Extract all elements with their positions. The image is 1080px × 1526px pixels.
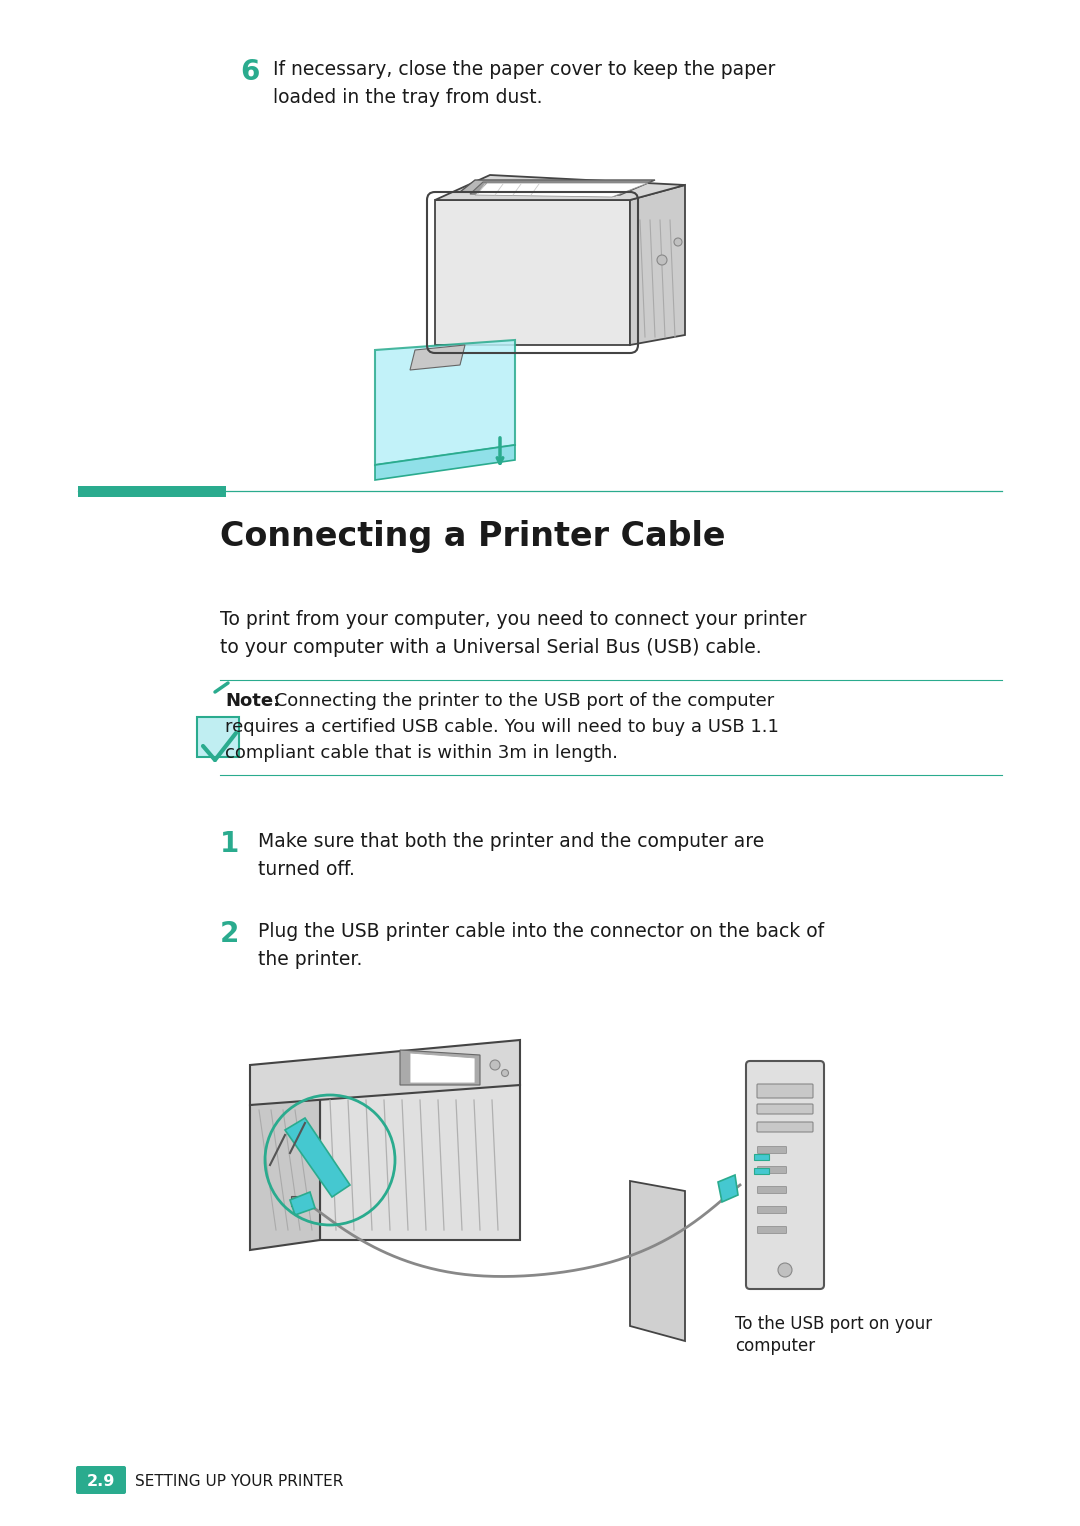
FancyBboxPatch shape [757, 1146, 786, 1154]
Polygon shape [630, 185, 685, 345]
Polygon shape [285, 1119, 350, 1196]
Text: to your computer with a Universal Serial Bus (USB) cable.: to your computer with a Universal Serial… [220, 638, 761, 658]
Text: requires a certified USB cable. You will need to buy a USB 1.1: requires a certified USB cable. You will… [225, 719, 779, 736]
FancyBboxPatch shape [757, 1083, 813, 1099]
FancyBboxPatch shape [757, 1227, 786, 1233]
Polygon shape [249, 1085, 320, 1250]
Text: To the USB port on your: To the USB port on your [735, 1315, 932, 1334]
Text: turned off.: turned off. [258, 861, 355, 879]
Polygon shape [375, 446, 515, 481]
Text: loaded in the tray from dust.: loaded in the tray from dust. [273, 89, 542, 107]
FancyBboxPatch shape [757, 1166, 786, 1173]
FancyBboxPatch shape [757, 1103, 813, 1114]
Text: To print from your computer, you need to connect your printer: To print from your computer, you need to… [220, 610, 807, 629]
FancyBboxPatch shape [757, 1122, 813, 1132]
Polygon shape [470, 182, 650, 195]
Polygon shape [435, 200, 630, 345]
Circle shape [490, 1061, 500, 1070]
Text: 2.9: 2.9 [86, 1474, 116, 1489]
FancyBboxPatch shape [291, 1196, 309, 1206]
Text: Make sure that both the printer and the computer are: Make sure that both the printer and the … [258, 832, 765, 852]
FancyBboxPatch shape [197, 717, 239, 757]
Circle shape [657, 255, 667, 266]
Text: the printer.: the printer. [258, 951, 363, 969]
Text: computer: computer [735, 1337, 815, 1355]
Polygon shape [630, 1181, 685, 1341]
Polygon shape [410, 345, 465, 369]
Polygon shape [400, 1050, 480, 1085]
FancyBboxPatch shape [754, 1167, 769, 1173]
Text: 6: 6 [240, 58, 259, 85]
Polygon shape [460, 180, 654, 195]
Polygon shape [249, 1041, 519, 1105]
Polygon shape [375, 340, 515, 465]
Polygon shape [475, 183, 648, 197]
Text: compliant cable that is within 3m in length.: compliant cable that is within 3m in len… [225, 745, 618, 761]
FancyBboxPatch shape [757, 1187, 786, 1193]
FancyBboxPatch shape [78, 485, 226, 497]
FancyBboxPatch shape [76, 1466, 126, 1494]
Text: Plug the USB printer cable into the connector on the back of: Plug the USB printer cable into the conn… [258, 922, 824, 942]
Polygon shape [435, 175, 685, 200]
Text: 2: 2 [220, 920, 240, 948]
Polygon shape [291, 1192, 315, 1215]
Polygon shape [320, 1085, 519, 1241]
Text: Connecting a Printer Cable: Connecting a Printer Cable [220, 520, 726, 552]
Polygon shape [410, 1053, 475, 1083]
Text: Note:: Note: [225, 691, 280, 710]
FancyBboxPatch shape [746, 1061, 824, 1289]
Circle shape [674, 238, 681, 246]
FancyBboxPatch shape [754, 1154, 769, 1160]
Text: SETTING UP YOUR PRINTER: SETTING UP YOUR PRINTER [135, 1474, 343, 1489]
Polygon shape [718, 1175, 738, 1202]
Circle shape [778, 1264, 792, 1277]
FancyBboxPatch shape [757, 1207, 786, 1213]
Text: If necessary, close the paper cover to keep the paper: If necessary, close the paper cover to k… [273, 60, 775, 79]
Text: 1: 1 [220, 830, 240, 858]
Text: Connecting the printer to the USB port of the computer: Connecting the printer to the USB port o… [269, 691, 774, 710]
Circle shape [501, 1070, 509, 1076]
